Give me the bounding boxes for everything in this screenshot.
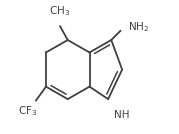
Text: CF$_3$: CF$_3$ — [18, 104, 37, 118]
Text: NH: NH — [114, 110, 130, 120]
Text: CH$_3$: CH$_3$ — [49, 4, 71, 18]
Text: NH$_2$: NH$_2$ — [128, 21, 149, 34]
